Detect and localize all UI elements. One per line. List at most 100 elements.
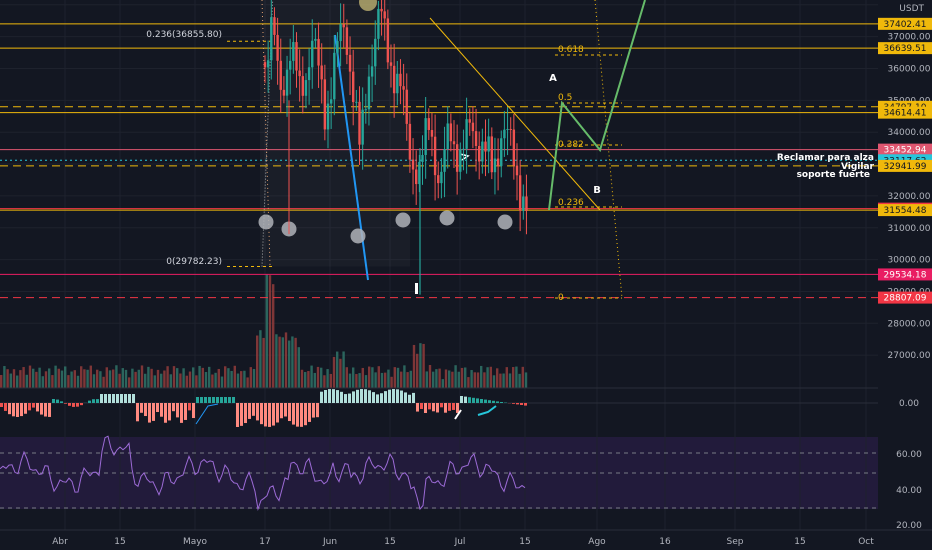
hist-bar: [384, 391, 387, 403]
volume-bar: [352, 367, 355, 388]
candle-body: [433, 136, 437, 176]
hist-bar: [48, 403, 51, 417]
volume-bar: [208, 366, 211, 388]
price-tick-label: 28000.00: [888, 319, 931, 329]
candle-body: [279, 60, 282, 90]
volume-bar: [150, 368, 153, 388]
candle-body: [295, 42, 298, 71]
volume-bar: [348, 373, 352, 388]
volume-bar: [393, 367, 396, 388]
candle-body: [421, 154, 424, 162]
pointer-mark: [459, 153, 470, 161]
time-axis-bg: [0, 530, 932, 550]
hist-bar: [16, 403, 19, 417]
trendline-descending: [429, 17, 601, 211]
hist-bar: [64, 403, 67, 404]
volume-bar: [358, 373, 361, 388]
hist-bar: [524, 403, 527, 406]
hist-bar: [4, 403, 7, 411]
volume-bar: [185, 375, 188, 388]
volume-bar: [505, 367, 508, 388]
volume-bar: [419, 343, 422, 388]
volume-bar: [329, 373, 332, 388]
candle-body: [408, 123, 412, 160]
volume-bar: [60, 370, 64, 388]
candle-body: [468, 119, 471, 123]
hist-bar: [176, 403, 179, 418]
hist-bar: [484, 399, 487, 403]
candle-body: [474, 131, 478, 147]
candle-body: [512, 129, 516, 166]
candle-body: [289, 60, 292, 70]
candle-body: [392, 65, 396, 94]
time-axis: Abr 15 Mayo 17 Jun 15 Jul 15 Ago 16 Sep 15 Oct: [0, 529, 932, 550]
volume-bar: [454, 365, 457, 388]
candle-body: [348, 54, 352, 72]
candle-body: [465, 119, 468, 149]
volume-bar: [441, 379, 444, 388]
candle-body: [333, 52, 336, 100]
candle-body: [364, 109, 367, 111]
hist-bar: [36, 403, 39, 412]
hist-bar: [216, 397, 219, 403]
volume-bar: [224, 366, 227, 388]
hist-bar: [336, 390, 339, 403]
hist-bar: [128, 394, 131, 403]
hist-bar: [488, 400, 491, 403]
candle-body: [342, 24, 345, 28]
volume-bar: [240, 371, 243, 388]
hist-bar: [320, 391, 323, 403]
volume-bar: [384, 372, 387, 388]
hist-bar: [424, 403, 427, 413]
volume-bar: [326, 369, 329, 388]
hist-bar: [180, 403, 183, 423]
price-level-tag: [878, 106, 932, 119]
hist-bar: [388, 389, 391, 403]
volume-bar: [268, 275, 272, 388]
top-marker: [359, 0, 377, 11]
volume-bar: [86, 369, 89, 388]
support-marker: [497, 214, 513, 230]
volume-bar: [35, 371, 38, 388]
volume-bar: [502, 373, 505, 388]
candle-body: [430, 130, 434, 137]
time-tick-label: Jul: [454, 537, 466, 547]
candle-body: [339, 24, 342, 42]
hist-bar: [452, 403, 455, 410]
volume-bar: [496, 368, 499, 388]
volume-bar: [99, 371, 102, 388]
volume-bar: [156, 369, 160, 388]
hist-bar: [280, 403, 283, 419]
volume-bar: [92, 374, 96, 388]
candle-body: [522, 196, 525, 211]
hist-bar: [268, 403, 271, 427]
volume-bar: [249, 367, 252, 388]
volume-bar: [41, 376, 44, 388]
hist-bar: [348, 393, 351, 403]
volume-bar: [467, 377, 470, 388]
hist-bar: [284, 403, 287, 417]
volume-bar: [294, 337, 297, 388]
volume-bar: [230, 370, 233, 388]
volume-bar: [73, 370, 76, 388]
volume-bar: [89, 365, 92, 388]
volume-bar: [176, 368, 179, 388]
price-tick-label: 37000.00: [888, 33, 931, 43]
volume-bar: [192, 367, 195, 388]
hist-bar: [224, 397, 227, 403]
volume-bar: [518, 373, 521, 388]
volume-bar: [444, 369, 448, 388]
volume-bar: [374, 372, 377, 388]
volume-bar: [160, 373, 163, 388]
hist-bar: [156, 403, 159, 412]
candle-body: [314, 38, 317, 41]
hist-bar: [72, 403, 75, 407]
volume-bar: [432, 371, 435, 388]
hist-bar: [496, 401, 499, 403]
volume-bar: [278, 336, 281, 388]
candle-body: [411, 159, 415, 170]
volume-bar: [38, 367, 41, 388]
hist-bar: [148, 403, 151, 423]
candles: [263, 0, 528, 295]
axis-unit-label: USDT: [899, 4, 924, 14]
